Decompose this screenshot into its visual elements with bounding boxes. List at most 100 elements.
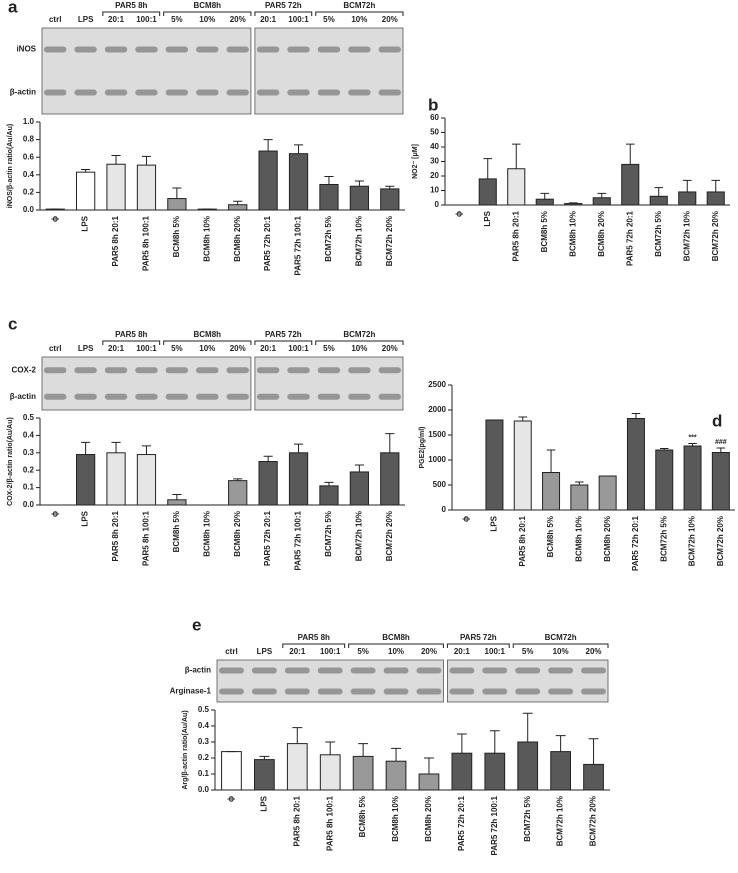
blot-band	[256, 393, 280, 400]
blot-band	[219, 667, 244, 674]
y-tick-label: 0.5	[23, 413, 35, 422]
lane-group-label: BCM72h	[545, 633, 577, 642]
lane-label: 100:1	[288, 344, 309, 353]
x-tick-label: BCM72h 20%	[711, 211, 720, 261]
y-tick-label: 2000	[428, 405, 446, 414]
y-tick-label: 0.8	[23, 135, 35, 144]
error-bar	[546, 449, 556, 473]
x-tick-label: PAR5 8h 20:1	[511, 210, 520, 261]
bar	[228, 204, 248, 211]
x-tick-label: BCM8h 20%	[597, 211, 606, 257]
error-bar	[540, 192, 550, 200]
lane-label: 20%	[586, 647, 602, 656]
error-bar	[141, 155, 152, 166]
blot-band	[317, 367, 341, 374]
lane-bracket	[254, 340, 313, 345]
y-tick-label: 0.5	[198, 705, 210, 714]
lane-label: LPS	[78, 15, 94, 24]
blot-band	[44, 89, 67, 96]
x-tick-label: BCM72h 20%	[385, 511, 394, 561]
blot-band	[581, 688, 606, 695]
lane-bracket	[102, 11, 161, 16]
bar	[583, 763, 604, 791]
y-tick-label: 0.3	[23, 448, 35, 457]
error-bar	[385, 433, 395, 453]
x-tick-label: PAR5 72h 20:1	[263, 510, 272, 566]
x-tick-label: PAR5 8h 100:1	[325, 795, 334, 851]
annotation: ***	[688, 434, 696, 441]
lane-bracket	[163, 340, 252, 345]
bar	[221, 751, 242, 791]
x-tick-label: BCM8h 5%	[546, 516, 555, 557]
x-tick-label: BCM8h 20%	[233, 511, 242, 557]
lane-label: 5%	[171, 344, 183, 353]
blot-band	[317, 46, 341, 53]
blot-band	[287, 393, 310, 400]
blot-row-label: COX-2	[12, 365, 37, 374]
y-tick-label: 0.2	[23, 465, 35, 474]
blot-band	[350, 667, 376, 674]
lane-label: ctrl	[225, 647, 237, 656]
bar	[517, 741, 539, 791]
x-tick-label: ϕ	[227, 796, 236, 802]
blot-band	[165, 393, 189, 400]
y-axis-label: PGE2(pg/ml)	[419, 426, 426, 468]
blot-band	[581, 667, 606, 674]
error-bar	[111, 154, 121, 165]
x-tick-label: BCM8h 10%	[574, 516, 583, 562]
blot-image	[216, 659, 444, 703]
error-bar	[597, 192, 607, 198]
blot-band	[256, 367, 280, 374]
lane-label: 5%	[323, 344, 335, 353]
blot-band	[449, 667, 475, 674]
error-bar	[682, 179, 692, 192]
blot-band	[348, 46, 371, 53]
lane-label: 20%	[382, 344, 398, 353]
blot-band	[165, 367, 189, 374]
blot-band	[196, 367, 219, 374]
x-tick-label: BCM72h 5%	[324, 216, 333, 262]
lane-label: ctrl	[49, 344, 61, 353]
y-tick-label: 1500	[428, 430, 446, 439]
y-tick-label: 10	[430, 186, 439, 195]
error-bar	[292, 727, 303, 744]
y-tick-label: 500	[433, 480, 447, 489]
bar	[136, 454, 157, 506]
bar	[626, 418, 645, 511]
blot-image	[41, 27, 252, 115]
x-tick-label: PAR5 72h 20:1	[457, 795, 466, 851]
error-bar	[518, 416, 527, 421]
blot-band	[515, 667, 541, 674]
blot-band	[226, 367, 249, 374]
lane-bracket	[315, 340, 404, 345]
blot-band	[378, 46, 401, 53]
x-tick-label: ϕ	[50, 216, 59, 222]
x-tick-label: BCM8h 5%	[358, 796, 367, 837]
panel-letter: d	[712, 411, 722, 430]
error-bar	[716, 447, 726, 453]
blot-band	[256, 46, 280, 53]
error-bar	[654, 187, 664, 197]
x-tick-label: BCM72h 20%	[716, 516, 725, 566]
blot-band	[44, 367, 67, 374]
y-tick-label: 0.0	[198, 785, 210, 794]
blot-band	[348, 393, 371, 400]
blot-band	[226, 393, 249, 400]
bar	[319, 754, 341, 791]
x-tick-label: BCM72h 5%	[654, 211, 663, 257]
lane-label: 100:1	[320, 647, 341, 656]
bar	[288, 153, 309, 211]
y-tick-label: 0	[435, 200, 440, 209]
lane-label: 10%	[351, 344, 367, 353]
x-tick-label: BCM8h 10%	[391, 796, 400, 842]
blot-band	[482, 688, 508, 695]
lane-bracket	[282, 643, 346, 648]
error-bar	[263, 455, 273, 462]
panel-letter: c	[8, 314, 17, 333]
x-tick-label: ϕ	[454, 211, 463, 217]
y-axis-label: COX-2/β-actin ratio(Au/Au)	[7, 417, 14, 506]
x-tick-label: BCM72h 10%	[682, 211, 691, 261]
y-tick-label: 0.6	[23, 152, 35, 161]
blot-band	[165, 46, 189, 53]
error-bar	[172, 494, 182, 500]
